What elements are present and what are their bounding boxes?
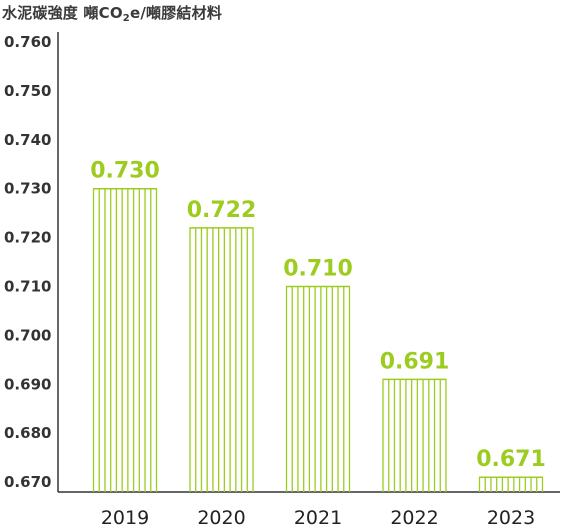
value-label: 0.671: [476, 447, 546, 472]
value-label: 0.710: [283, 257, 353, 282]
chart-title: 水泥碳強度 噸CO2e/噸膠結材料: [2, 2, 223, 24]
value-labels: 0.730 0.722 0.710 0.691 0.671: [90, 159, 546, 473]
x-tick-label: 2023: [487, 507, 535, 529]
y-tick-label: 0.760: [4, 33, 51, 51]
y-tick-label: 0.720: [4, 229, 51, 247]
bar-2023: [478, 476, 544, 492]
bars: [92, 187, 544, 492]
y-tick-label: 0.670: [4, 473, 51, 491]
bar-2019: [92, 187, 158, 492]
y-tick-labels: 0.760 0.750 0.740 0.730 0.720 0.710 0.700 0.690…: [4, 33, 51, 491]
value-label: 0.730: [90, 159, 160, 184]
x-tick-label: 2021: [294, 507, 342, 529]
value-label: 0.722: [187, 198, 257, 223]
chart-title-suffix: e/噸膠結材料: [129, 4, 223, 22]
value-label: 0.691: [380, 349, 450, 374]
y-tick-label: 0.710: [4, 278, 51, 296]
chart-title-subscript: 2: [122, 13, 130, 24]
y-tick-label: 0.730: [4, 180, 51, 198]
category-labels: 2019 2020 2021 2022 2023: [101, 507, 535, 529]
y-tick-label: 0.740: [4, 131, 51, 149]
x-tick-label: 2020: [197, 507, 245, 529]
y-tick-label: 0.680: [4, 424, 51, 442]
bar-2020: [189, 227, 254, 492]
y-tick-label: 0.690: [4, 375, 51, 393]
bar-2022: [382, 378, 447, 492]
y-tick-label: 0.750: [4, 82, 51, 100]
bar-2021: [285, 285, 351, 492]
x-tick-label: 2019: [101, 507, 149, 529]
x-tick-label: 2022: [390, 507, 438, 529]
y-tick-label: 0.700: [4, 326, 51, 344]
chart-title-prefix: 水泥碳強度 噸CO: [2, 4, 123, 22]
